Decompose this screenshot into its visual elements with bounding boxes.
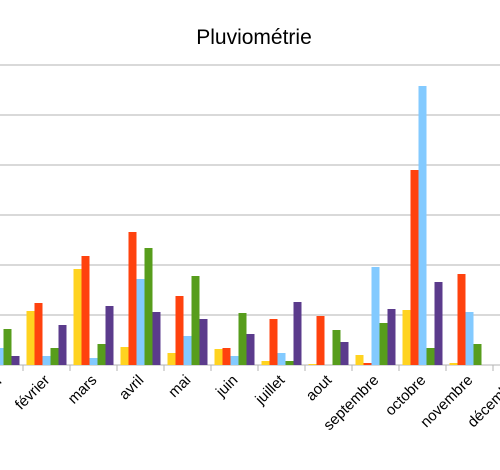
bar [379, 323, 388, 365]
bar [81, 256, 90, 365]
bar [34, 303, 43, 365]
bar [58, 325, 67, 365]
bar [363, 363, 372, 365]
bar [128, 232, 137, 365]
bar [136, 279, 145, 365]
bar [3, 329, 12, 365]
bar [402, 310, 411, 365]
x-tick-label: janvier [0, 372, 6, 416]
bar [199, 319, 208, 365]
bar [105, 306, 114, 365]
bar [261, 361, 270, 365]
bar [89, 358, 98, 365]
bar [316, 316, 325, 365]
bar [449, 363, 458, 365]
bar [11, 356, 20, 365]
bar [214, 349, 223, 365]
bar [183, 336, 192, 365]
bar [426, 348, 435, 365]
bar [152, 312, 161, 365]
x-tick-label: mars [65, 372, 101, 408]
bar [246, 334, 255, 365]
x-tick-label: février [12, 372, 53, 413]
bar [191, 276, 200, 365]
bar [410, 170, 419, 365]
bar [50, 348, 59, 365]
bar [73, 269, 82, 365]
bar [230, 356, 239, 365]
bar [26, 311, 35, 365]
x-tick-label: juin [212, 372, 241, 401]
bar [355, 355, 364, 365]
x-tick-label: mai [165, 372, 194, 401]
bar [144, 248, 153, 365]
bar [332, 330, 341, 365]
bar [269, 319, 278, 365]
bar [0, 348, 4, 365]
bar [473, 344, 482, 365]
bar [167, 353, 176, 365]
bar [434, 282, 443, 365]
chart-title: Pluviométrie [196, 26, 312, 49]
bar [97, 344, 106, 365]
bar [387, 309, 396, 365]
x-tick-label: avril [116, 372, 147, 403]
bar [371, 267, 380, 365]
bar [175, 296, 184, 365]
bar [238, 313, 247, 365]
x-tick-label: juillet [251, 371, 288, 408]
bar [465, 312, 474, 365]
bar [222, 348, 231, 365]
bar [418, 86, 427, 365]
bar [340, 342, 349, 365]
bar [285, 361, 294, 365]
bar [120, 347, 129, 365]
bar [457, 274, 466, 365]
x-tick-label: octobre [382, 372, 429, 419]
bar [293, 302, 302, 365]
x-tick-label: aout [303, 371, 336, 404]
bar [308, 364, 317, 365]
bar [277, 353, 286, 365]
bar [42, 356, 51, 365]
